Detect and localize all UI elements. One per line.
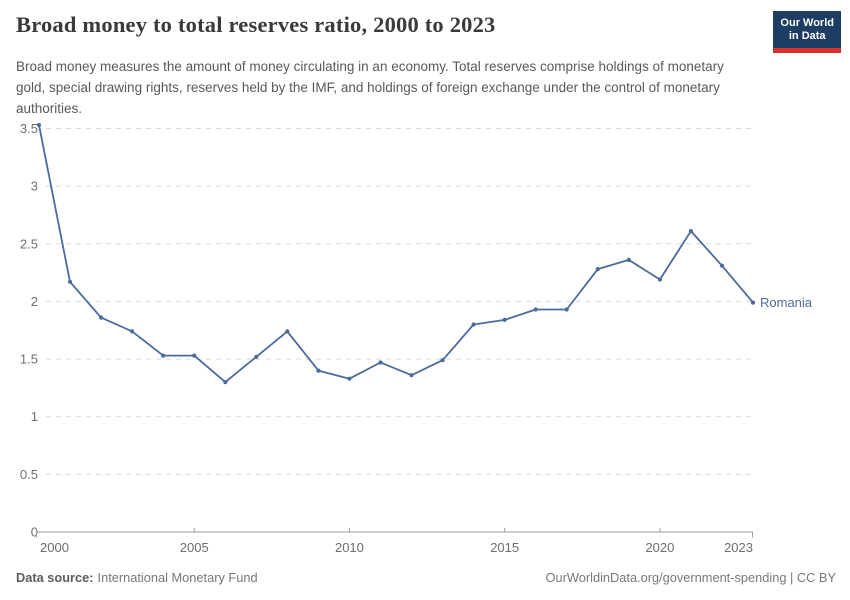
data-point[interactable] <box>316 368 321 373</box>
chart-footer: Data source: International Monetary Fund … <box>16 570 836 585</box>
data-point[interactable] <box>595 267 600 272</box>
x-tick-label: 2023 <box>724 540 753 555</box>
y-tick-label: 3 <box>31 179 38 194</box>
data-point[interactable] <box>36 122 42 128</box>
data-point[interactable] <box>285 329 290 334</box>
footer-url[interactable]: OurWorldinData.org/government-spending <box>545 570 787 585</box>
x-tick-label: 2010 <box>335 540 364 555</box>
y-tick-label: 1 <box>31 409 38 424</box>
data-point[interactable] <box>440 358 445 363</box>
y-tick-label: 0 <box>31 525 38 540</box>
data-point[interactable] <box>378 360 383 365</box>
data-point[interactable] <box>223 380 228 385</box>
y-tick-label: 2 <box>31 294 38 309</box>
x-tick-label: 2020 <box>645 540 674 555</box>
y-axis-labels: 0 0.5 1 1.5 2 2.5 3 3.5 <box>20 121 38 540</box>
series-line[interactable] <box>38 124 754 384</box>
data-point[interactable] <box>471 322 476 327</box>
x-axis-labels: 2000 2005 2010 2015 2020 2023 <box>40 540 753 555</box>
y-tick-label: 2.5 <box>20 236 38 251</box>
data-point[interactable] <box>99 315 104 320</box>
data-point[interactable] <box>533 307 538 312</box>
x-tick-label: 2000 <box>40 540 69 555</box>
data-point[interactable] <box>688 229 694 234</box>
chart-canvas[interactable]: 0 0.5 1 1.5 2 2.5 3 3.5 2000 2005 2010 2015 2020 2023… <box>0 115 850 563</box>
footer-license: CC BY <box>796 570 836 585</box>
data-source-value: International Monetary Fund <box>97 570 258 585</box>
data-source: Data source: International Monetary Fund <box>16 570 258 585</box>
data-point[interactable] <box>657 277 663 282</box>
data-point[interactable] <box>161 353 166 358</box>
x-tick-label: 2005 <box>180 540 209 555</box>
gridlines <box>46 128 753 475</box>
data-point[interactable] <box>130 329 135 334</box>
entity-label[interactable]: Romania <box>760 295 813 310</box>
footer-link[interactable]: OurWorldinData.org/government-spending |… <box>546 570 836 585</box>
chart-subtitle: Broad money measures the amount of money… <box>16 59 724 116</box>
data-source-label: Data source: <box>16 570 94 585</box>
data-point[interactable] <box>502 317 507 322</box>
series-romania[interactable]: Romania <box>36 122 813 385</box>
chart-title: Broad money to total reserves ratio, 200… <box>16 12 496 37</box>
data-point[interactable] <box>67 279 73 284</box>
x-axis <box>36 528 753 538</box>
owid-logo-line1: Our World <box>780 17 834 29</box>
footer-separator: | <box>786 570 797 585</box>
y-tick-label: 0.5 <box>20 467 38 482</box>
owid-logo-line2: in Data <box>788 30 826 42</box>
y-tick-label: 3.5 <box>20 121 38 136</box>
data-point[interactable] <box>347 376 352 381</box>
data-point[interactable] <box>626 257 631 262</box>
data-point[interactable] <box>254 354 259 359</box>
x-tick-label: 2015 <box>490 540 519 555</box>
data-point[interactable] <box>719 263 725 268</box>
data-point[interactable] <box>750 300 756 305</box>
owid-logo[interactable]: Our World in Data <box>773 11 841 53</box>
data-point[interactable] <box>564 307 569 312</box>
y-tick-label: 1.5 <box>20 352 38 367</box>
data-point[interactable] <box>409 373 414 378</box>
data-point[interactable] <box>192 353 197 358</box>
